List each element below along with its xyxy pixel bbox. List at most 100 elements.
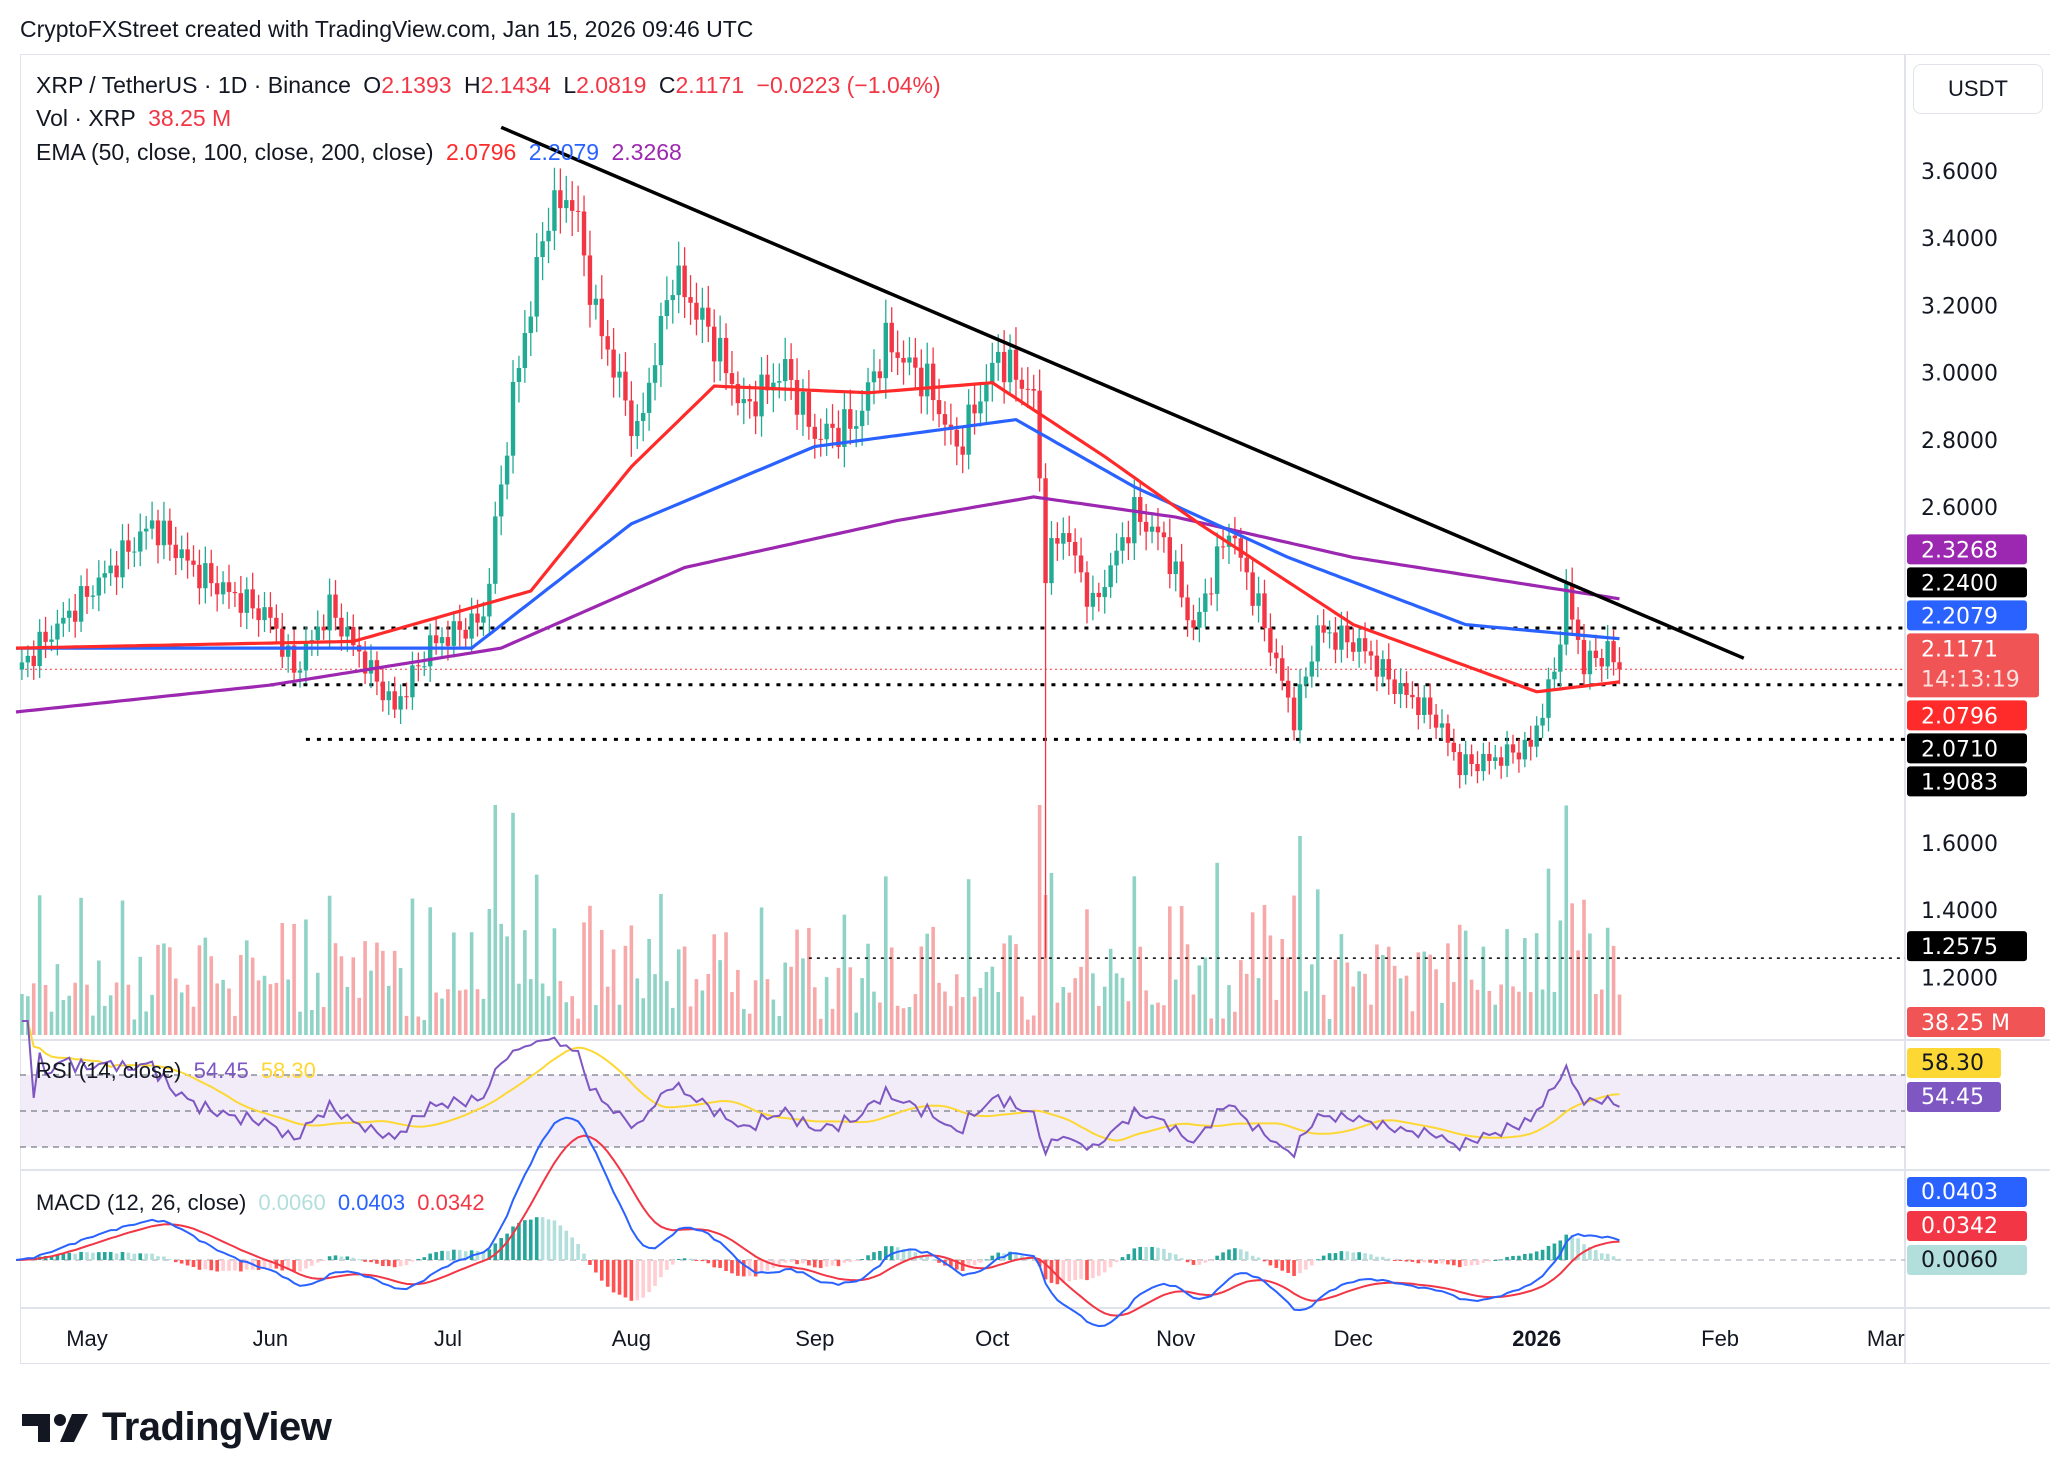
candle-body — [126, 540, 131, 552]
macd-badge: 0.0342 — [1907, 1211, 2027, 1241]
volume-bar — [256, 980, 261, 1035]
volume-bar — [682, 946, 687, 1035]
price-tick-label: 3.2000 — [1921, 294, 1998, 319]
candle-body — [1540, 717, 1545, 726]
volume-bar — [1026, 1019, 1030, 1035]
rsi-badge-bg — [1907, 1082, 2001, 1112]
volume-bar — [1049, 872, 1054, 1035]
macd-hist-bar — [1043, 1260, 1048, 1280]
candle-body — [1351, 642, 1356, 652]
macd-hist-bar — [1617, 1258, 1622, 1260]
volume-bar — [416, 1016, 421, 1035]
candle-body — [765, 374, 770, 391]
macd-hist-bar — [434, 1252, 438, 1260]
volume-bar — [1481, 946, 1486, 1035]
candle-body — [629, 400, 634, 437]
tradingview-logo[interactable]: TradingView — [22, 1405, 332, 1450]
rsi-badge-bg — [1907, 1048, 2001, 1078]
symbol-label[interactable]: XRP / TetherUS · 1D · Binance — [36, 72, 351, 98]
macd-label[interactable]: MACD (12, 26, close) — [36, 1190, 247, 1215]
candle-body — [1504, 744, 1510, 766]
volume-bar — [108, 995, 113, 1035]
candle-body — [1392, 679, 1397, 695]
volume-bar — [1410, 1011, 1415, 1035]
macd-hist-bar — [138, 1253, 143, 1260]
candle-body — [1031, 388, 1036, 391]
candle-body — [1451, 742, 1457, 753]
macd-hist-bar — [1327, 1253, 1332, 1260]
volume-bar — [824, 977, 829, 1035]
currency-selector[interactable]: USDT — [1913, 64, 2043, 114]
macd-hist-bar — [1102, 1260, 1107, 1273]
volume-bar — [517, 983, 521, 1035]
macd-hist-bar — [1055, 1260, 1060, 1285]
candle-body — [534, 257, 539, 317]
macd-hist-bar — [73, 1253, 77, 1260]
macd-hist-bar — [1321, 1255, 1326, 1260]
macd-hist-bar — [487, 1249, 492, 1260]
macd-hist-bar — [895, 1247, 900, 1260]
candle-body — [1256, 593, 1261, 606]
candle-body — [759, 374, 764, 417]
macd-hist-bar — [298, 1260, 302, 1272]
volume-bar — [1499, 984, 1503, 1035]
candle-body — [1457, 752, 1462, 776]
macd-hist-bar — [1351, 1252, 1356, 1260]
candle-body — [1179, 561, 1184, 598]
macd-hist-bar — [1020, 1255, 1024, 1260]
legend-symbol-row: XRP / TetherUS · 1D · Binance O2.1393 H2… — [36, 72, 947, 99]
volume-bar — [97, 960, 101, 1035]
macd-hist-bar — [1570, 1235, 1574, 1260]
volume-bar — [327, 895, 332, 1035]
ema-label[interactable]: EMA (50, close, 100, close, 200, close) — [36, 139, 434, 165]
macd-hist-bar — [1250, 1255, 1255, 1260]
chart-frame — [20, 54, 2050, 1364]
volume-bar — [883, 876, 888, 1035]
volume-bar — [1493, 1004, 1498, 1035]
volume-bar — [605, 986, 610, 1035]
macd-hist-bar — [1452, 1260, 1456, 1266]
volume-label[interactable]: Vol · XRP — [36, 105, 136, 131]
volume-bar — [1008, 935, 1012, 1035]
candle-body — [439, 637, 445, 644]
volume-bar — [1564, 805, 1569, 1035]
macd-hist-bar — [315, 1260, 320, 1263]
candle-body — [132, 551, 137, 553]
macd-badge-label: 0.0060 — [1921, 1248, 1998, 1273]
volume-bar — [333, 943, 338, 1035]
macd-hist-bar — [1215, 1255, 1219, 1260]
macd-hist-bar — [1599, 1253, 1604, 1260]
candle-body — [238, 593, 244, 613]
price-badge-label: 2.0710 — [1921, 737, 1998, 762]
volume-bar — [718, 960, 722, 1035]
candle-body — [262, 607, 267, 621]
price-badge-bg — [1907, 931, 2027, 962]
rsi-label[interactable]: RSI (14, close) — [36, 1058, 182, 1083]
macd-hist-bar — [812, 1260, 817, 1268]
time-tick-label: May — [66, 1326, 108, 1351]
candle-body — [214, 583, 220, 595]
rsi-value: 54.45 — [193, 1058, 249, 1083]
volume-bar — [777, 1016, 782, 1035]
macd-hist-bar — [446, 1251, 450, 1260]
macd-badge: 0.0060 — [1907, 1245, 2027, 1275]
volume-bar — [274, 982, 279, 1035]
candle-body — [842, 409, 847, 447]
volume-bar — [724, 932, 728, 1035]
candle-body — [836, 427, 841, 447]
macd-histogram — [20, 1217, 1622, 1301]
volume-bar — [1286, 957, 1290, 1035]
macd-hist-bar — [1079, 1260, 1083, 1280]
candle-body — [268, 607, 273, 618]
macd-hist-bar — [244, 1260, 249, 1270]
candle-body — [1185, 597, 1190, 621]
macd-hist-bar — [1014, 1253, 1018, 1260]
macd-hist-bar — [91, 1252, 95, 1260]
macd-hist-bar — [617, 1260, 622, 1295]
volume-bar — [1256, 978, 1261, 1035]
volume-bar — [641, 998, 645, 1035]
macd-hist-bar — [339, 1256, 344, 1260]
candle-body — [552, 190, 557, 231]
price-badge-bg — [1907, 633, 2039, 698]
